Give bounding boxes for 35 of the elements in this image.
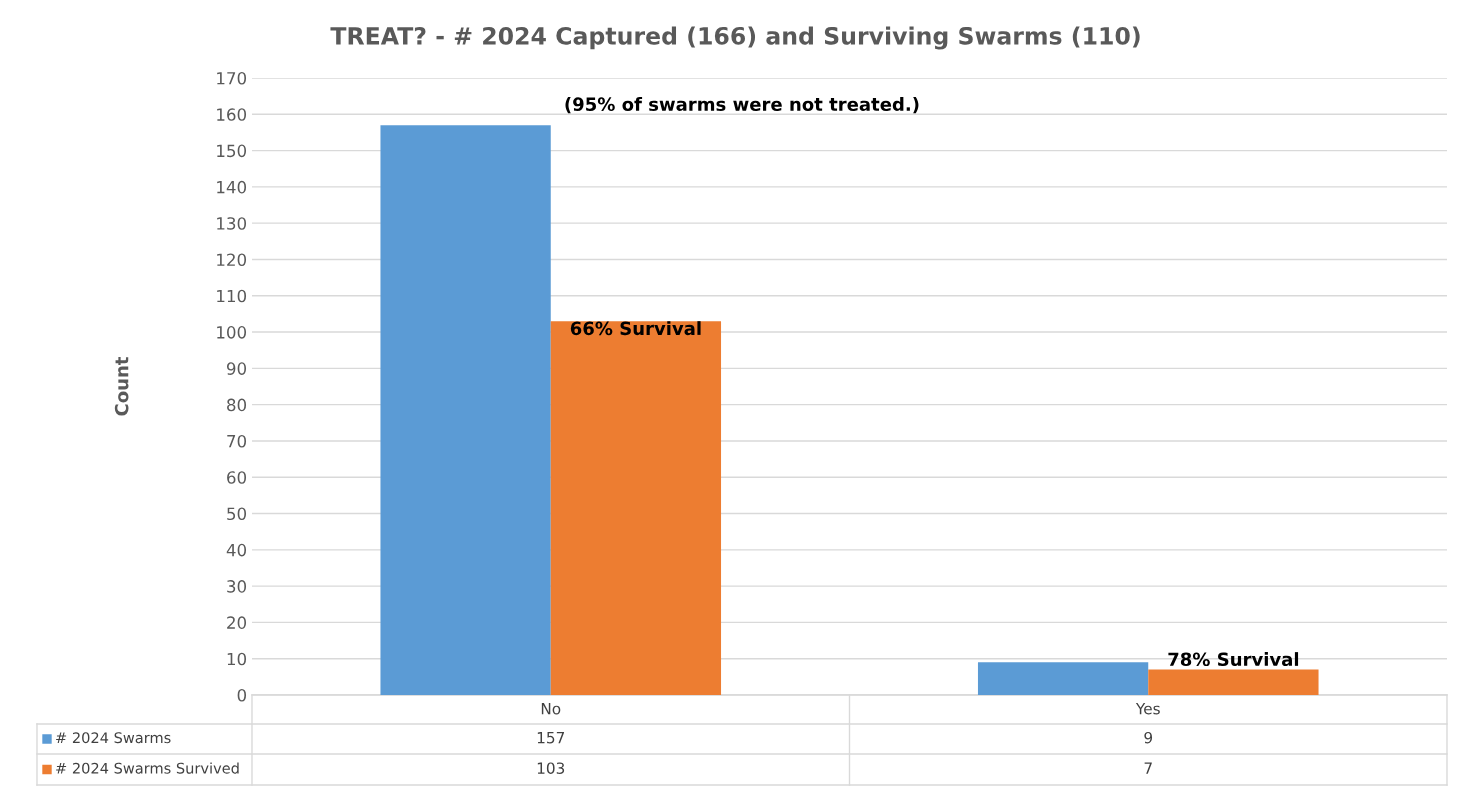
y-tick-label: 70: [227, 434, 247, 448]
y-tick-label: 120: [217, 253, 247, 267]
y-tick-label: 40: [226, 543, 247, 557]
y-tick-label: 20: [227, 616, 247, 629]
y-tick-label: 30: [227, 580, 247, 593]
bar: [550, 321, 722, 695]
bar: [977, 662, 1149, 695]
y-tick-label: 100: [217, 326, 247, 339]
y-axis-title: Count: [114, 356, 129, 416]
y-tick-label: 90: [226, 362, 247, 375]
annotation: (95% of swarms were not treated.): [565, 97, 919, 114]
y-tick-label: 0: [237, 688, 247, 702]
y-tick-label: 60: [227, 471, 247, 484]
x-tick-label: No: [541, 703, 561, 715]
y-tick-label: 150: [217, 144, 247, 158]
data-label: 157: [537, 732, 565, 744]
y-tick-label: 160: [217, 108, 247, 121]
data-label: 9: [1144, 731, 1153, 744]
y-tick-label: 170: [217, 71, 247, 85]
y-tick-label: 80: [227, 398, 247, 412]
y-tick-label: 10: [227, 652, 247, 666]
legend-label: # 2024 Swarms Survived: [56, 762, 239, 774]
annotation: 78% Survival: [1168, 652, 1299, 667]
y-tick-label: 50: [227, 507, 247, 521]
legend-label: # 2024 Swarms: [56, 732, 171, 744]
data-label: 103: [537, 762, 565, 774]
y-tick-label: 110: [217, 289, 247, 303]
annotation: 66% Survival: [570, 321, 701, 336]
data-label: 7: [1144, 762, 1152, 774]
chart-title: TREAT? - # 2024 Captured (166) and Surviving Swarms (110): [330, 26, 1140, 50]
y-tick-label: 130: [217, 217, 247, 230]
y-tick-label: 140: [217, 180, 247, 194]
bar: [1148, 669, 1319, 695]
x-tick-label: Yes: [1135, 703, 1160, 715]
bar: [380, 125, 551, 695]
